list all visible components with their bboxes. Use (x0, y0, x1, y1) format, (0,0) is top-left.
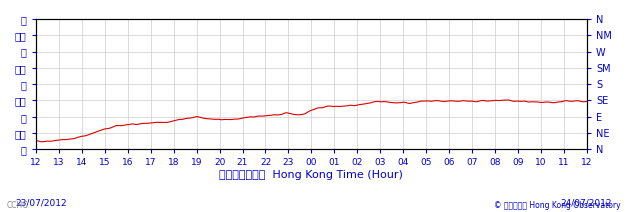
Text: CCHC: CCHC (6, 201, 28, 210)
Text: 24/07/2012: 24/07/2012 (561, 199, 612, 208)
X-axis label: 香港時間（時）  Hong Kong Time (Hour): 香港時間（時） Hong Kong Time (Hour) (219, 170, 403, 180)
Text: 23/07/2012: 23/07/2012 (15, 199, 66, 208)
Text: © 香港天文台 Hong Kong Observatory: © 香港天文台 Hong Kong Observatory (494, 201, 621, 210)
